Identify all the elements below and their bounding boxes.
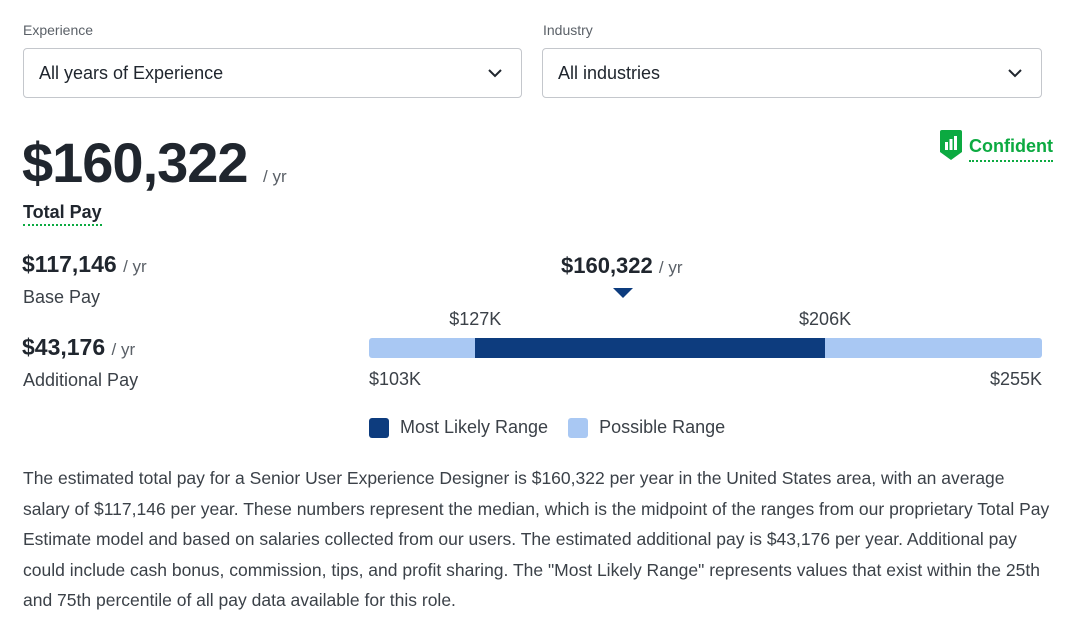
base-pay-amount: $117,146 / yr (22, 251, 147, 277)
legend-possible: Possible Range (568, 417, 725, 438)
bar-chart-shield-icon (940, 130, 963, 160)
median-period: / yr (658, 258, 683, 277)
total-pay-label[interactable]: Total Pay (23, 202, 102, 226)
industry-select-value: All industries (558, 62, 661, 83)
legend-possible-swatch (568, 417, 589, 438)
median-marker-icon (612, 288, 633, 298)
total-pay-amount: $160,322 (22, 131, 249, 194)
confidence-label: Confident (969, 136, 1053, 162)
industry-filter-label: Industry (543, 22, 593, 38)
experience-filter-label: Experience (23, 22, 94, 38)
base-pay-label: Base Pay (23, 287, 101, 307)
additional-pay-period: / yr (111, 340, 136, 359)
legend-likely: Most Likely Range (369, 417, 548, 438)
industry-select[interactable]: All industries (542, 48, 1042, 98)
range-legend: Most Likely Range Possible Range (369, 417, 745, 438)
chevron-down-icon (1008, 69, 1022, 78)
chevron-down-icon (488, 69, 502, 78)
additional-pay-label: Additional Pay (23, 370, 139, 390)
salary-description: The estimated total pay for a Senior Use… (23, 468, 1050, 610)
legend-likely-swatch (369, 417, 389, 438)
confidence-badge[interactable]: Confident (939, 128, 1053, 162)
experience-select[interactable]: All years of Experience (23, 48, 522, 98)
likely-low-label: $127K (449, 309, 502, 329)
median-value-label: $160,322 / yr (561, 253, 683, 278)
possible-high-label: $255K (989, 369, 1042, 389)
additional-pay-amount: $43,176 / yr (22, 334, 136, 360)
total-pay-period: / yr (263, 167, 287, 186)
likely-range-bar (475, 338, 826, 358)
legend-likely-label: Most Likely Range (400, 417, 549, 437)
likely-high-label: $206K (799, 309, 852, 329)
possible-low-label: $103K (369, 369, 422, 389)
experience-select-value: All years of Experience (39, 62, 224, 83)
legend-possible-label: Possible Range (599, 417, 726, 437)
base-pay-period: / yr (123, 257, 147, 276)
